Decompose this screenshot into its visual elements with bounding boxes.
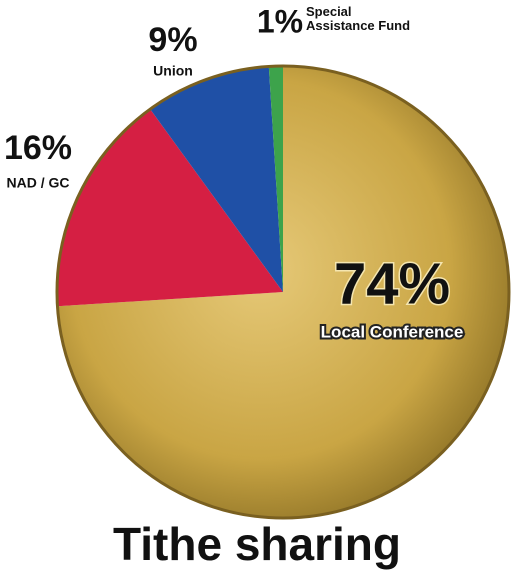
category-label: Local Conference bbox=[321, 322, 464, 341]
value-label: 16% bbox=[4, 129, 72, 167]
coin-rim bbox=[55, 64, 511, 520]
pie-slice bbox=[150, 66, 283, 293]
pie-slice bbox=[57, 109, 284, 307]
value-label: 9% bbox=[148, 21, 197, 59]
value-label: 1% bbox=[257, 3, 303, 39]
category-label: NAD / GC bbox=[7, 175, 70, 191]
value-label: 74% bbox=[334, 251, 450, 316]
pie-slice bbox=[57, 66, 510, 518]
category-label: Special Assistance Fund bbox=[306, 5, 411, 33]
pie bbox=[55, 64, 511, 520]
pie-slice bbox=[268, 66, 283, 292]
chart-title: Tithe sharing bbox=[113, 518, 401, 570]
category-label-box: Special Assistance Fund bbox=[306, 5, 411, 33]
category-label: Union bbox=[153, 63, 193, 79]
